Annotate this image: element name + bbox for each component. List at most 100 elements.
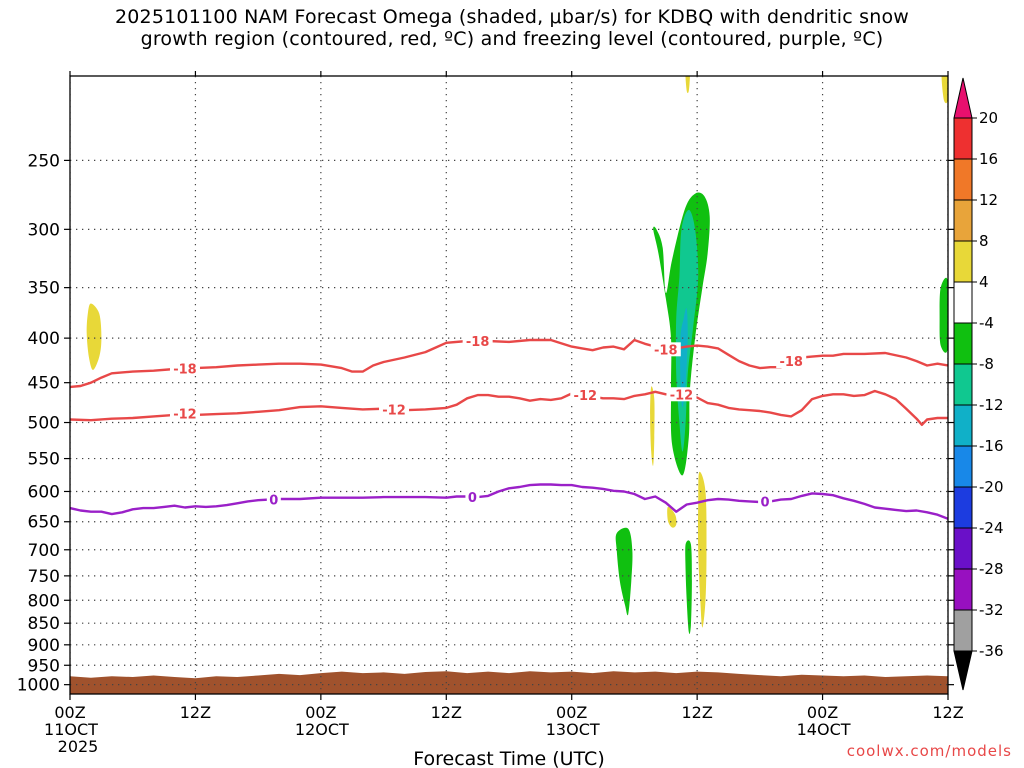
y-tick-label-400: 400 [28,329,60,349]
colorbar-label-9: -20 [979,478,1004,496]
y-tick-label-650: 650 [28,513,60,533]
contour-label-2-1: 0 [468,491,477,506]
x-tick-label-72-2: 14OCT [797,720,851,739]
colorbar-segment-3 [953,240,973,283]
terrain-fill [70,671,948,694]
axes: 2503003504004505005506006507007508008509… [17,71,964,756]
y-tick-label-1000: 1000 [17,676,60,696]
plot-frame [69,75,949,695]
chart-title-line-2: growth region (contoured, red, ºC) and f… [140,28,884,50]
contour-label-1-0: -12 [173,407,197,422]
contour-line-1 [70,389,948,426]
y-tick-label-250: 250 [28,151,60,171]
colorbar-bottom-arrow [953,650,973,691]
colorbar-label-13: -36 [979,642,1004,660]
x-tick-label-24-1: 00Z [305,703,336,722]
colorbar-segment-1 [953,158,973,201]
plot-area: -18 -18 -18 -18 -12 -12 -12 -12 0 0 0 [70,76,948,694]
contour-label-bg-0-1 [462,333,493,348]
x-axis-label: Forecast Time (UTC) [413,748,604,768]
y-tick-label-800: 800 [28,591,60,611]
contour-label-2-2: 0 [761,496,770,511]
y-tick-label-550: 550 [28,450,60,470]
y-tick-label-300: 300 [28,220,60,240]
contour-label-bg-1-2 [570,387,601,402]
y-tick-label-700: 700 [28,541,60,561]
colorbar-label-12: -32 [979,601,1004,619]
colorbar-label-0: 20 [979,109,998,127]
contour-label-bg-2-2 [758,494,773,509]
colorbar-segment-4 [953,281,973,324]
colorbar-segment-6 [953,363,973,406]
omega-shade-3 [86,303,102,370]
contour-label-bg-1-1 [379,402,410,417]
colorbar-top-arrow [953,77,973,119]
contour-label-bg-2-1 [465,489,480,504]
y-tick-label-600: 600 [28,482,60,502]
y-tick-label-500: 500 [28,414,60,434]
x-tick-label-48-1: 00Z [556,703,587,722]
contour-label-bg-1-3 [666,387,697,402]
x-tick-label-36-1: 12Z [431,703,462,722]
colorbar-label-2: 12 [979,191,998,209]
omega-shade-10 [685,540,692,635]
colorbar-segment-0 [953,117,973,160]
contour-label-0-3: -18 [779,355,803,370]
contour-label-2-0: 0 [269,493,278,508]
colorbar-segment-7 [953,404,973,447]
colorbar-segment-12 [953,609,973,652]
omega-shade-8 [941,76,948,104]
contour-label-0-2: -18 [654,343,678,358]
x-tick-label-48-2: 13OCT [546,720,600,739]
colorbar-segment-8 [953,445,973,488]
x-tick-label-84-1: 12Z [932,703,963,722]
colorbar-label-7: -12 [979,396,1004,414]
colorbar-segment-11 [953,568,973,611]
colorbar-segment-2 [953,199,973,242]
colorbar-label-1: 16 [979,150,998,168]
x-tick-label-72-1: 00Z [807,703,838,722]
omega-shade-4 [650,386,655,466]
contour-line-2 [70,483,948,520]
plot-inner: -18 -18 -18 -18 -12 -12 -12 -12 0 0 0 [70,76,948,694]
colorbar-label-5: -4 [979,314,994,332]
contour-label-0-1: -18 [466,335,490,350]
colorbar-segment-5 [953,322,973,365]
x-tick-label-12-1: 12Z [180,703,211,722]
colorbar-label-6: -8 [979,355,994,373]
y-tick-label-450: 450 [28,374,60,394]
chart-title: 2025101100 NAM Forecast Omega (shaded, μ… [0,6,1024,50]
y-tick-label-900: 900 [28,636,60,656]
contour-label-bg-0-2 [650,342,681,357]
contour-line-0 [70,338,948,389]
y-tick-label-950: 950 [28,656,60,676]
contour-label-1-3: -12 [670,388,694,403]
chart-title-line-1: 2025101100 NAM Forecast Omega (shaded, μ… [114,6,910,28]
colorbar-label-8: -16 [979,437,1004,455]
omega-shade-5 [697,471,707,628]
contour-label-bg-2-0 [266,492,281,507]
contour-label-bg-0-0 [169,361,200,376]
y-tick-label-750: 750 [28,567,60,587]
contour-label-1-1: -12 [382,403,406,418]
x-tick-label-0-3: 2025 [58,737,99,756]
omega-shade-7 [685,76,690,94]
colorbar-label-4: 4 [979,273,989,291]
x-tick-label-0-1: 00Z [54,703,85,722]
y-tick-label-850: 850 [28,614,60,634]
contour-label-bg-1-0 [169,406,200,421]
y-tick-label-350: 350 [28,279,60,299]
colorbar: 20 16 12 8 4 -4 -8 -12 -16 -20 -24 -28 -32 -36 [953,77,1004,691]
omega-shade-6 [667,506,677,528]
x-tick-label-60-1: 12Z [681,703,712,722]
omega-shade-11 [939,277,948,353]
x-tick-label-0-2: 11OCT [44,720,98,739]
contour-label-0-0: -18 [173,363,197,378]
x-tick-label-24-2: 12OCT [295,720,349,739]
contour-label-1-2: -12 [574,389,598,404]
contour-label-bg-0-3 [776,354,807,369]
colorbar-segment-10 [953,527,973,570]
colorbar-label-3: 8 [979,232,989,250]
omega-shade-9 [615,527,633,616]
